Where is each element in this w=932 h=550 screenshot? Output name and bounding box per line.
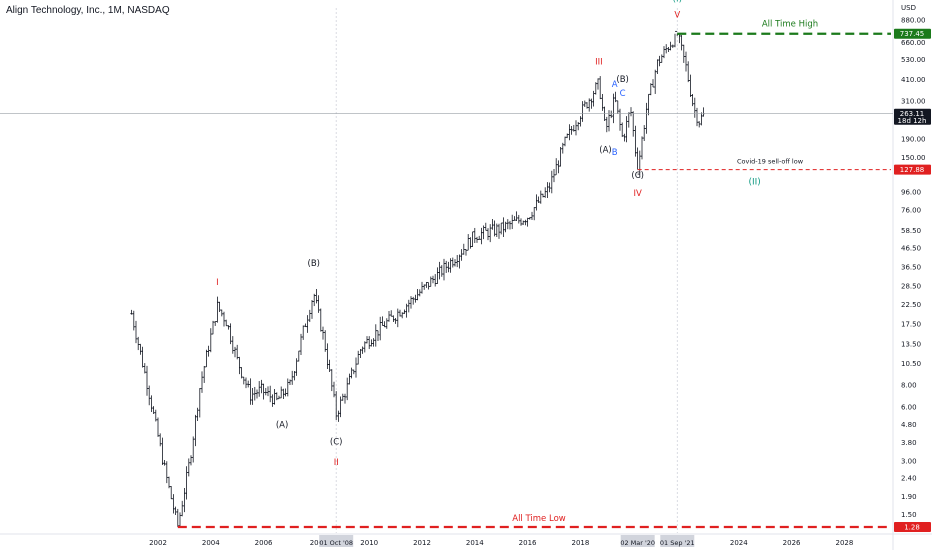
x-marker-bg: [660, 535, 695, 547]
wave-label: (A): [276, 421, 288, 431]
y-tick-label: 46.50: [901, 245, 921, 253]
y-tick-label: 150.00: [901, 154, 926, 162]
price-tag: [894, 108, 931, 125]
x-tick-label: 2004: [202, 539, 220, 547]
y-tick-label: 76.00: [901, 207, 921, 215]
price-tag-sub: 18d 12h: [898, 117, 927, 125]
y-tick-label: 190.00: [901, 135, 926, 143]
y-tick-label: 3.80: [901, 439, 917, 447]
price-tag-value: 127.88: [900, 166, 925, 174]
x-tick-label: 2018: [571, 539, 589, 547]
x-tick-label: 2010: [360, 539, 378, 547]
x-marker-label: 01 Oct '08: [319, 539, 353, 547]
covid-low-label: Covid-19 sell-off low: [737, 158, 804, 166]
x-marker-bg: [620, 535, 655, 547]
x-tick-label: 2024: [730, 539, 748, 547]
wave-label: V: [674, 10, 680, 20]
y-tick-label: 58.50: [901, 227, 921, 235]
x-marker-label: 01 Sep '21: [660, 539, 695, 547]
wave-label: C: [620, 89, 626, 99]
price-tag: [894, 522, 931, 532]
x-tick-label: 2016: [519, 539, 537, 547]
y-tick-label: 36.50: [901, 263, 921, 271]
price-tag-value: 1.28: [904, 524, 920, 532]
wave-label: I: [216, 278, 219, 288]
x-tick-label: 2006: [255, 539, 273, 547]
y-tick-label: 1.50: [901, 511, 917, 519]
y-tick-label: 880.00: [901, 17, 926, 25]
all-time-high-label: All Time High: [762, 20, 818, 30]
wave-label: (I): [672, 0, 682, 4]
currency-label: USD: [901, 4, 916, 12]
x-tick-label: 2002: [149, 539, 167, 547]
y-tick-label: 22.50: [901, 301, 921, 309]
price-tag-value: 263.11: [900, 110, 925, 118]
y-tick-label: 96.00: [901, 188, 921, 196]
price-tag: [894, 164, 931, 175]
price-tag: [894, 28, 931, 39]
y-tick-label: 13.50: [901, 341, 921, 349]
y-tick-label: 1.90: [901, 493, 917, 501]
x-tick-label: 2028: [835, 539, 853, 547]
wave-label: (C): [631, 171, 644, 181]
y-tick-label: 6.00: [901, 404, 917, 412]
wave-label: A: [612, 80, 618, 90]
y-tick-label: 2.40: [901, 475, 917, 483]
wave-label: IV: [634, 189, 643, 199]
wave-label: (B): [616, 75, 628, 85]
wave-label: (A): [599, 145, 611, 155]
wave-label: II: [334, 458, 339, 468]
x-tick-label: 2014: [466, 539, 484, 547]
wave-label: (II): [748, 177, 760, 187]
y-tick-label: 3.00: [901, 457, 917, 465]
x-tick-label: 200: [310, 539, 323, 547]
y-tick-label: 310.00: [901, 97, 926, 105]
y-tick-label: 4.80: [901, 421, 917, 429]
y-tick-label: 530.00: [901, 56, 926, 64]
y-tick-label: 17.50: [901, 321, 921, 329]
wave-label: III: [595, 58, 603, 68]
wave-label: B: [612, 148, 618, 158]
wave-label: (B): [308, 259, 320, 269]
y-tick-label: 8.00: [901, 381, 917, 389]
x-tick-label: 2026: [783, 539, 801, 547]
x-marker-bg: [319, 535, 354, 547]
y-tick-label: 28.50: [901, 283, 921, 291]
price-tag-value: 737.45: [900, 30, 925, 38]
chart-title: Align Technology, Inc., 1M, NASDAQ: [6, 5, 170, 16]
x-marker-label: 02 Mar '20: [620, 539, 655, 547]
y-tick-label: 660.00: [901, 39, 926, 47]
x-tick-label: 2012: [413, 539, 431, 547]
wave-label: (C): [330, 438, 343, 448]
y-tick-label: 410.00: [901, 76, 926, 84]
all-time-low-label: All Time Low: [512, 514, 566, 524]
y-tick-label: 10.50: [901, 360, 921, 368]
